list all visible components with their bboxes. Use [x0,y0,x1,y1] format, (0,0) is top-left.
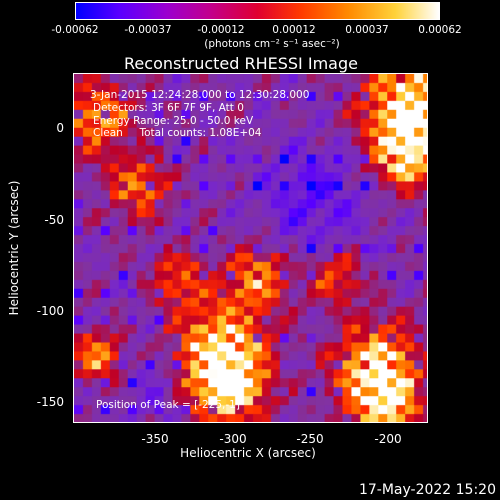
peak-position: Position of Peak = [-225,-1] [96,399,240,411]
info-energy-range: Energy Range: 25.0 - 50.0 keV [93,115,254,127]
info-time-range: 3-Jan-2015 12:24:28.000 to 12:30:28.000 [90,89,310,101]
x-tick-label: -350 [141,432,169,446]
plot-title: Reconstructed RHESSI Image [124,54,358,73]
y-tick-label: 0 [56,121,64,135]
colorbar [75,2,440,20]
x-tick-label: -300 [219,432,247,446]
y-tick-label: -100 [36,304,64,318]
colorbar-tick-label: -0.00062 [51,24,99,36]
y-axis-label: Heliocentric Y (arcsec) [7,180,21,316]
x-tick-label: -250 [296,432,324,446]
image-plot: 3-Jan-2015 12:24:28.000 to 12:30:28.000 … [73,73,428,423]
colorbar-tick-label: -0.00012 [197,24,245,36]
colorbar-tick-label: 0.00037 [345,24,389,36]
rhessi-image [74,74,427,422]
colorbar-tick-label: 0.00012 [272,24,316,36]
info-detectors: Detectors: 3F 6F 7F 9F, Att 0 [93,102,244,114]
x-axis-label: Heliocentric X (arcsec) [180,446,316,460]
y-tick-label: -150 [36,395,64,409]
y-tick-label: -50 [44,213,64,227]
colorbar-tick-label: 0.00062 [418,24,462,36]
colorbar-units: (photons cm⁻² s⁻¹ asec⁻²) [204,38,340,50]
plot-datestamp: 17-May-2022 15:20 [358,482,496,498]
colorbar-tick-label: -0.00037 [124,24,172,36]
info-method-counts: Clean Total counts: 1.08E+04 [93,127,262,139]
x-tick-label: -200 [374,432,402,446]
